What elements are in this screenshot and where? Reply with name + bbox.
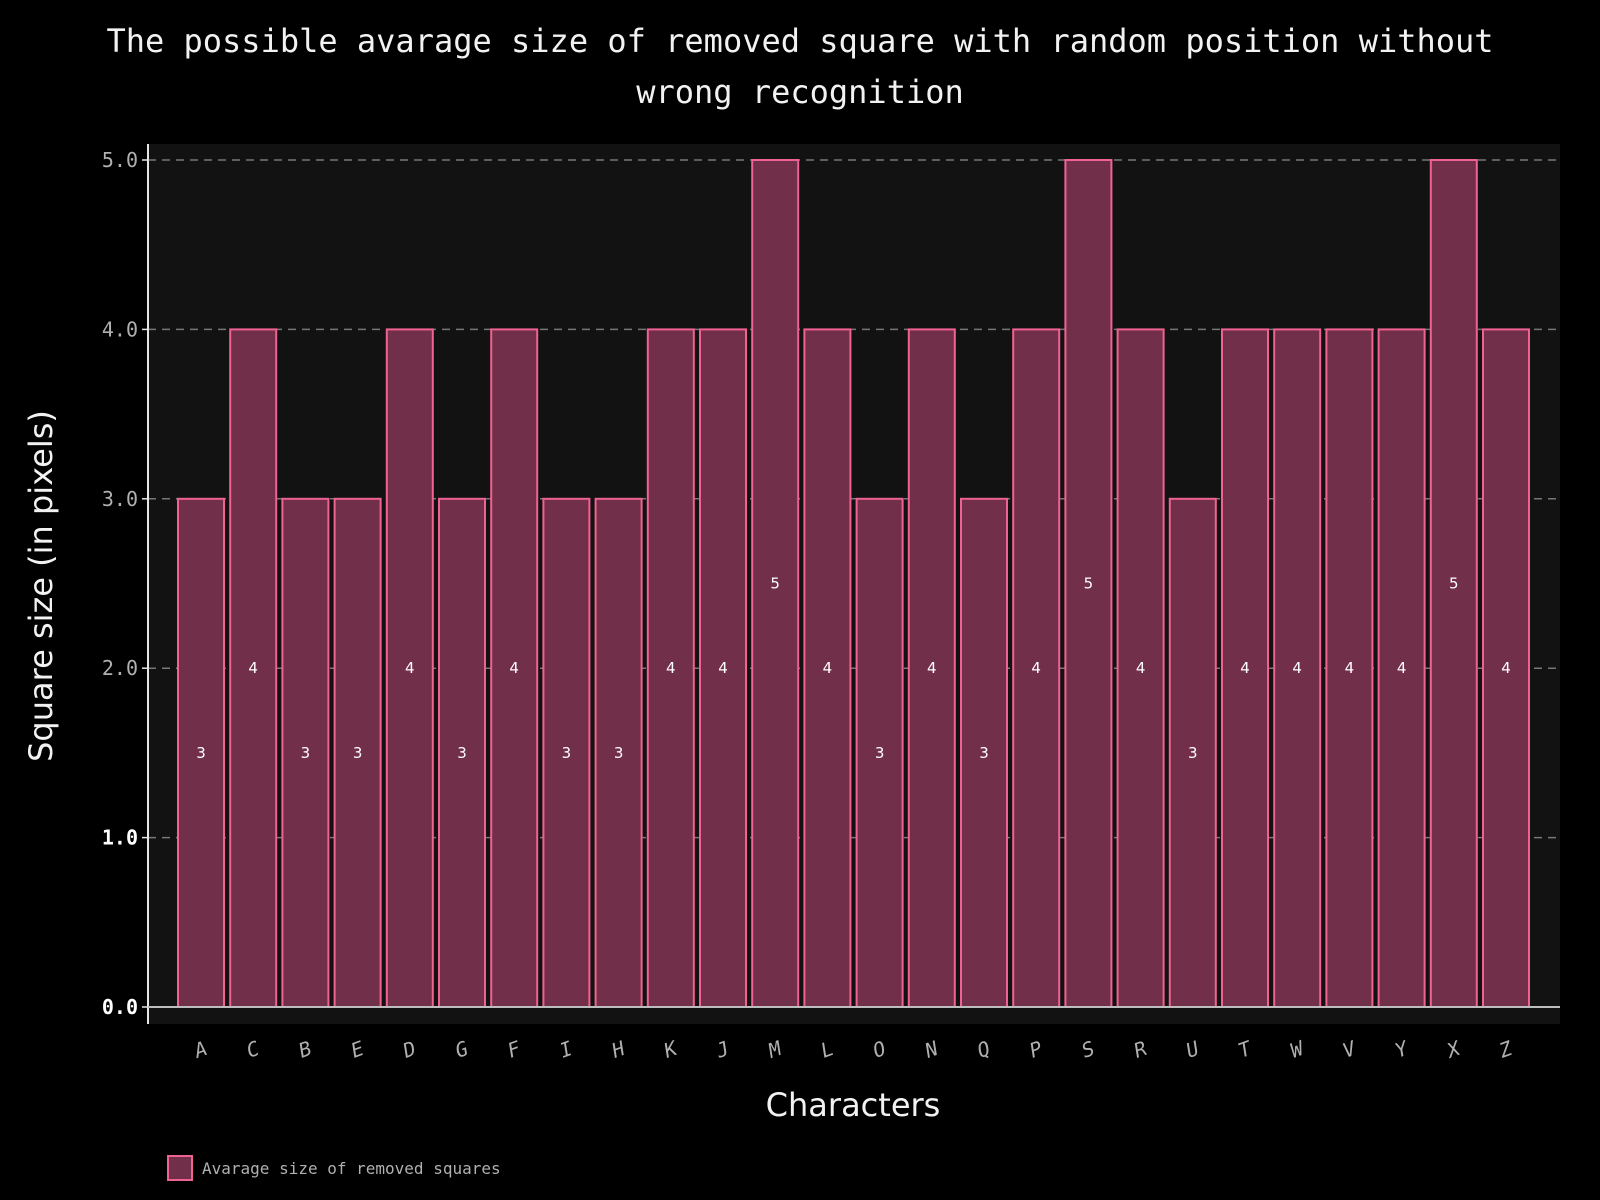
x-tick-label: F (504, 1036, 524, 1063)
bar-value-label: 4 (1345, 659, 1355, 677)
bar-value-label: 3 (353, 744, 363, 762)
x-tick-label: B (295, 1036, 315, 1063)
bar-U (1168, 497, 1217, 1008)
bar-Z (1482, 328, 1530, 1008)
bar-value-label: 3 (301, 744, 311, 762)
bar-value-label: 4 (1031, 659, 1041, 677)
bar-layer (177, 159, 1530, 1008)
legend-label: Avarage size of removed squares (202, 1159, 501, 1178)
chart-title-line-1: The possible avarage size of removed squ… (106, 22, 1493, 60)
bar-value-label: 4 (1240, 659, 1250, 677)
bar-value-label: 3 (457, 744, 467, 762)
bar-D (385, 328, 434, 1008)
x-tick-label: H (608, 1036, 629, 1063)
x-tick-label: R (1130, 1036, 1150, 1063)
y-tick-label: 4.0 (102, 317, 138, 341)
bar-value-label: 5 (1084, 575, 1094, 593)
x-tick-label: W (1287, 1035, 1308, 1062)
bar-C (229, 328, 278, 1008)
data-label-layer: 3 4 3 3 4 3 4 3 3 4 4 5 4 3 4 3 4 5 4 3 4 4 4 4 5 4 (196, 575, 1511, 762)
legend: Avarage size of removed squares (167, 1155, 501, 1181)
bar-value-label: 4 (1136, 659, 1146, 677)
x-tick-label: P (1026, 1036, 1046, 1063)
bar-X (1429, 159, 1478, 1008)
y-tick-label: 1.0 (102, 826, 138, 850)
bar-G (438, 497, 486, 1008)
bar-value-label: 4 (927, 659, 937, 677)
y-axis-label: Square size (in pixels) (22, 410, 60, 762)
bar-value-label: 3 (562, 744, 572, 762)
bar-L (803, 328, 852, 1008)
bar-value-label: 3 (1188, 744, 1198, 762)
bar-V (1325, 328, 1374, 1008)
x-tick-label: E (347, 1036, 367, 1063)
y-tick-label: 0.0 (102, 995, 138, 1019)
bar-W (1273, 328, 1322, 1008)
bar-N (907, 328, 956, 1008)
bar-A (177, 497, 225, 1008)
y-tick-label: 3.0 (102, 487, 138, 511)
bar-value-label: 3 (196, 744, 206, 762)
bar-K (646, 328, 695, 1008)
x-tick-label: S (1078, 1036, 1098, 1063)
x-tick-label: C (243, 1036, 263, 1063)
x-tick-label: M (764, 1036, 785, 1063)
bar-R (1116, 328, 1165, 1008)
bar-T (1221, 328, 1269, 1008)
bar-value-label: 4 (1501, 659, 1511, 677)
grid-layer (148, 159, 1560, 839)
x-tick-label: X (1442, 1035, 1465, 1063)
x-tick-label: I (556, 1036, 576, 1063)
bar-value-label: 4 (248, 659, 258, 677)
x-axis-label: Characters (766, 1086, 941, 1124)
legend-swatch (167, 1155, 193, 1181)
chart-title-line-2: wrong recognition (636, 73, 964, 111)
bar-P (1012, 328, 1061, 1008)
bar-value-label: 4 (509, 659, 519, 677)
bar-value-label: 4 (666, 659, 676, 677)
bar-value-label: 4 (1292, 659, 1302, 677)
x-tick-label: D (399, 1036, 419, 1063)
y-tick-label: 2.0 (102, 656, 138, 680)
y-tick-label: 5.0 (102, 148, 138, 172)
bar-value-label: 3 (614, 744, 624, 762)
plot-area (148, 144, 1560, 1024)
x-tick-label: J (712, 1036, 732, 1063)
bar-value-label: 4 (823, 659, 833, 677)
bar-value-label: 5 (1449, 575, 1459, 593)
x-tick-label: U (1183, 1036, 1203, 1063)
x-tick-label: L (817, 1036, 837, 1063)
x-tick-label: T (1235, 1035, 1256, 1062)
x-tick-label: O (869, 1036, 889, 1063)
bar-B (281, 497, 330, 1008)
bar-M (751, 159, 800, 1008)
x-tick-label: Y (1391, 1035, 1412, 1062)
x-tick-label: G (452, 1036, 472, 1063)
x-tick-label: Q (974, 1036, 994, 1063)
x-tick-label: K (660, 1035, 682, 1063)
x-tick-label: V (1339, 1036, 1359, 1063)
bar-O (855, 497, 904, 1008)
axis-layer (147, 144, 1560, 1024)
bar-value-label: 4 (405, 659, 415, 677)
y-tick-layer: 0.0 1.0 2.0 3.0 4.0 5.0 (102, 148, 148, 1019)
bar-E (333, 497, 382, 1008)
bar-value-label: 5 (770, 575, 780, 593)
bar-value-label: 3 (875, 744, 885, 762)
x-tick-label: A (189, 1036, 210, 1063)
bar-value-label: 3 (979, 744, 989, 762)
bar-Y (1377, 328, 1426, 1008)
bar-value-label: 4 (718, 659, 728, 677)
bar-value-label: 4 (1397, 659, 1407, 677)
x-tick-label: Z (1495, 1036, 1516, 1063)
bar-Q (960, 497, 1008, 1008)
x-tick-label: N (921, 1036, 942, 1063)
bar-J (699, 328, 747, 1008)
